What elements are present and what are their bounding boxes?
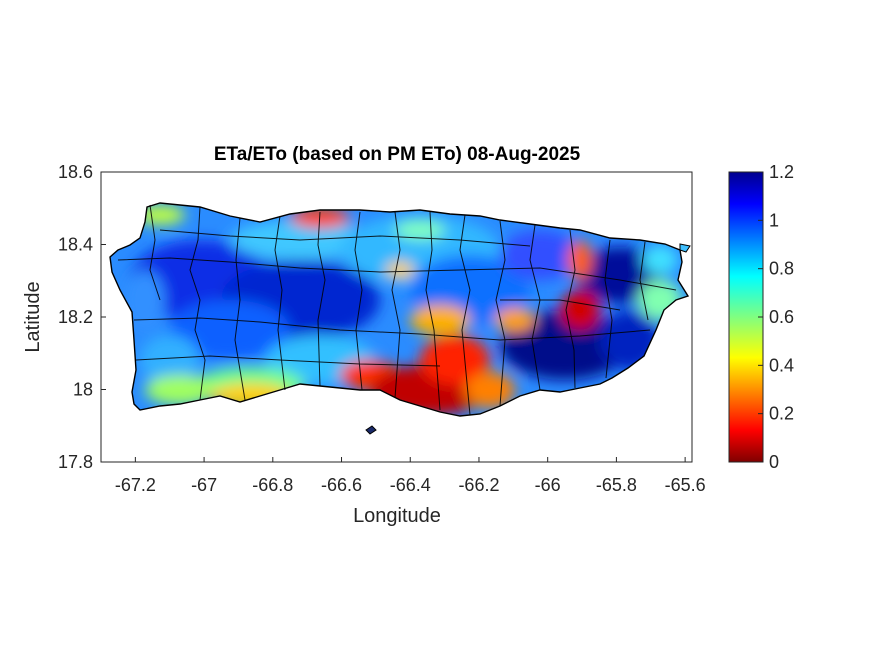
colorbar-gradient xyxy=(728,171,764,463)
y-axis: 18.6 18.4 18.2 18 17.8 xyxy=(58,162,106,472)
colorbar-tick-label: 1 xyxy=(769,210,779,230)
x-tick-label: -66.8 xyxy=(252,475,293,495)
map-axes: -67.2 -67 -66.8 -66.6 -66.4 -66.2 -66 -65.8 -65.… xyxy=(58,162,706,495)
municipality-boundaries xyxy=(117,204,677,416)
y-tick-label: 18.2 xyxy=(58,307,93,327)
colorbar: 1.2 1 0.8 0.6 0.4 0.2 0 xyxy=(728,162,794,472)
x-axis: -67.2 -67 -66.8 -66.6 -66.4 -66.2 -66 -65.8 -65.… xyxy=(115,457,706,495)
x-tick-label: -67 xyxy=(191,475,217,495)
x-tick-label: -66.4 xyxy=(390,475,431,495)
x-tick-label: -66.2 xyxy=(458,475,499,495)
small-island xyxy=(365,425,377,435)
x-tick-label: -67.2 xyxy=(115,475,156,495)
colorbar-tick-label: 0.2 xyxy=(769,404,794,424)
x-tick-label: -66.6 xyxy=(321,475,362,495)
colorbar-tick-label: 1.2 xyxy=(769,162,794,182)
y-axis-label: Latitude xyxy=(22,281,44,352)
colorbar-tick-label: 0 xyxy=(769,452,779,472)
x-tick-label: -65.6 xyxy=(665,475,706,495)
y-tick-label: 18.6 xyxy=(58,162,93,182)
eta-eto-raster xyxy=(110,203,688,416)
colorbar-ticks: 1.2 1 0.8 0.6 0.4 0.2 0 xyxy=(758,162,794,472)
x-tick-label: -66 xyxy=(535,475,561,495)
small-island xyxy=(679,243,691,253)
colorbar-tick-label: 0.4 xyxy=(769,355,794,375)
y-tick-label: 17.8 xyxy=(58,452,93,472)
colorbar-tick-label: 0.8 xyxy=(769,259,794,279)
x-tick-label: -65.8 xyxy=(596,475,637,495)
chart-title: ETa/ETo (based on PM ETo) 08-Aug-2025 xyxy=(214,144,581,165)
y-tick-label: 18 xyxy=(73,380,93,400)
y-tick-label: 18.4 xyxy=(58,235,93,255)
x-axis-label: Longitude xyxy=(353,505,441,527)
colorbar-tick-label: 0.6 xyxy=(769,307,794,327)
